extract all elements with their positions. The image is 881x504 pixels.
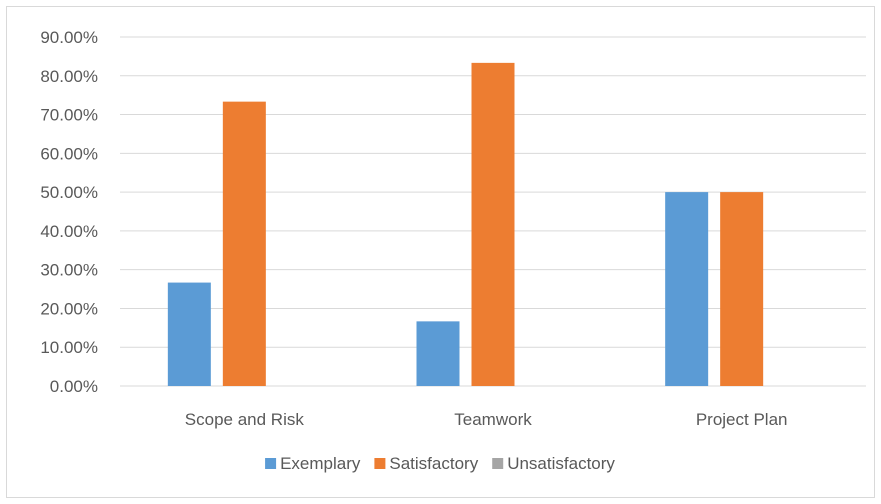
legend-item-unsatisfactory: Unsatisfactory: [492, 454, 615, 473]
legend-swatch: [265, 458, 277, 469]
y-tick-label: 60.00%: [40, 144, 98, 163]
y-tick-label: 40.00%: [40, 222, 98, 241]
legend-item-satisfactory: Satisfactory: [374, 454, 479, 473]
legend-swatch: [492, 458, 504, 469]
y-tick-label: 50.00%: [40, 183, 98, 202]
bar-exemplary-project-plan: [665, 192, 709, 386]
x-axis-category-labels: Scope and Risk Teamwork Project Plan: [185, 410, 788, 429]
x-category-label: Scope and Risk: [185, 410, 305, 429]
legend: Exemplary Satisfactory Unsatisfactory: [265, 454, 615, 473]
legend-label: Exemplary: [280, 454, 361, 473]
y-tick-label: 70.00%: [40, 106, 98, 125]
bar-satisfactory-teamwork: [471, 62, 515, 386]
legend-item-exemplary: Exemplary: [265, 454, 361, 473]
bar-satisfactory-scope-and-risk: [222, 101, 266, 387]
legend-label: Satisfactory: [389, 454, 478, 473]
y-tick-label: 10.00%: [40, 338, 98, 357]
bar-satisfactory-project-plan: [720, 192, 764, 386]
x-category-label: Teamwork: [454, 410, 532, 429]
bar-exemplary-teamwork: [416, 321, 460, 386]
y-tick-label: 0.00%: [50, 377, 98, 396]
bar-exemplary-scope-and-risk: [167, 282, 211, 386]
y-axis-tick-labels: 0.00% 10.00% 20.00% 30.00% 40.00% 50.00% 60.00…: [40, 28, 98, 396]
y-tick-label: 80.00%: [40, 67, 98, 86]
bars: [167, 62, 764, 387]
legend-swatch: [374, 458, 386, 469]
y-tick-label: 20.00%: [40, 299, 98, 318]
legend-label: Unsatisfactory: [507, 454, 615, 473]
x-category-label: Project Plan: [696, 410, 788, 429]
y-tick-label: 30.00%: [40, 261, 98, 280]
y-tick-label: 90.00%: [40, 28, 98, 47]
